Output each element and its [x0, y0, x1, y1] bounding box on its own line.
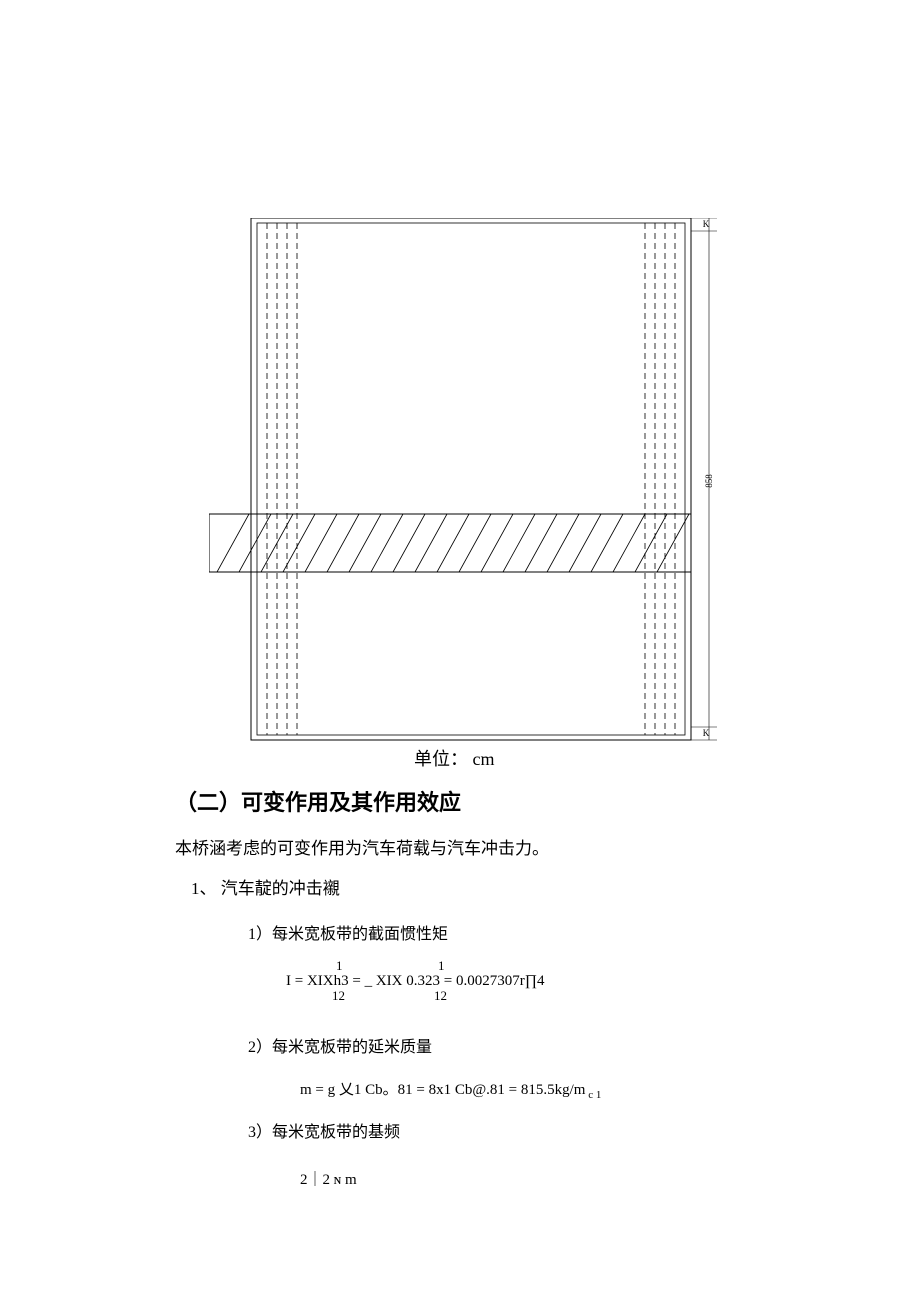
formula-mass: m = g 乂1 Cb。81 = 8x1 Cb@.81 = 815.5kg/m …	[300, 1078, 601, 1101]
formula-frequency: 2｜2 ɴ m	[300, 1168, 357, 1189]
formula-moment-of-inertia: 1 1 I = XIXh3 = _ XIX 0.323 = 0.0027307r…	[286, 960, 545, 978]
dim-mid-label: 858	[704, 474, 714, 488]
list-item-1: 1、 汽车靛的冲击襯	[191, 874, 340, 899]
section-title: （二）可变作用及其作用效应	[175, 785, 461, 817]
unit-label: 单位： cm	[414, 745, 495, 771]
dim-top-label: K	[703, 219, 710, 229]
technical-diagram: K 858 K 18	[209, 218, 729, 738]
sub-item-1-1: 1）每米宽板带的截面惯性矩	[248, 920, 448, 944]
dim-bot-label: K	[703, 728, 710, 738]
sub-item-1-3: 3）每米宽板带的基频	[248, 1118, 400, 1142]
sub-item-1-2: 2）每米宽板带的延米质量	[248, 1033, 432, 1057]
intro-text: 本桥涵考虑的可变作用为汽车荷载与汽车冲击力。	[175, 834, 549, 859]
